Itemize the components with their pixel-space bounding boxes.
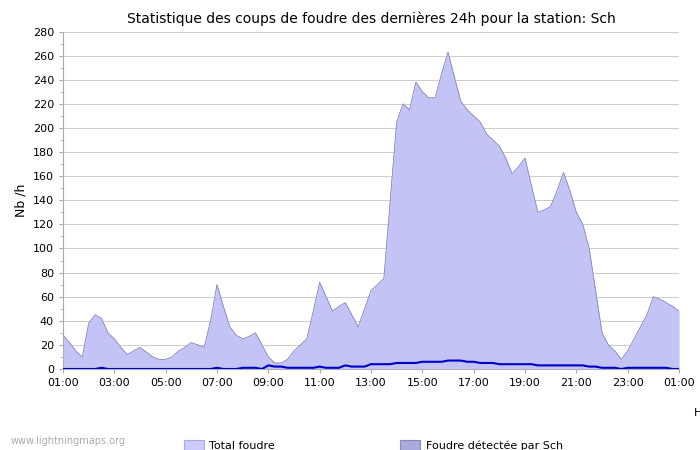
Text: Heure: Heure — [694, 408, 700, 418]
Title: Statistique des coups de foudre des dernières 24h pour la station: Sch: Statistique des coups de foudre des dern… — [127, 12, 615, 26]
Y-axis label: Nb /h: Nb /h — [14, 184, 27, 217]
Legend: Total foudre, Moyenne de toutes les stations, Foudre détectée par Sch: Total foudre, Moyenne de toutes les stat… — [179, 436, 568, 450]
Text: www.lightningmaps.org: www.lightningmaps.org — [10, 436, 125, 446]
